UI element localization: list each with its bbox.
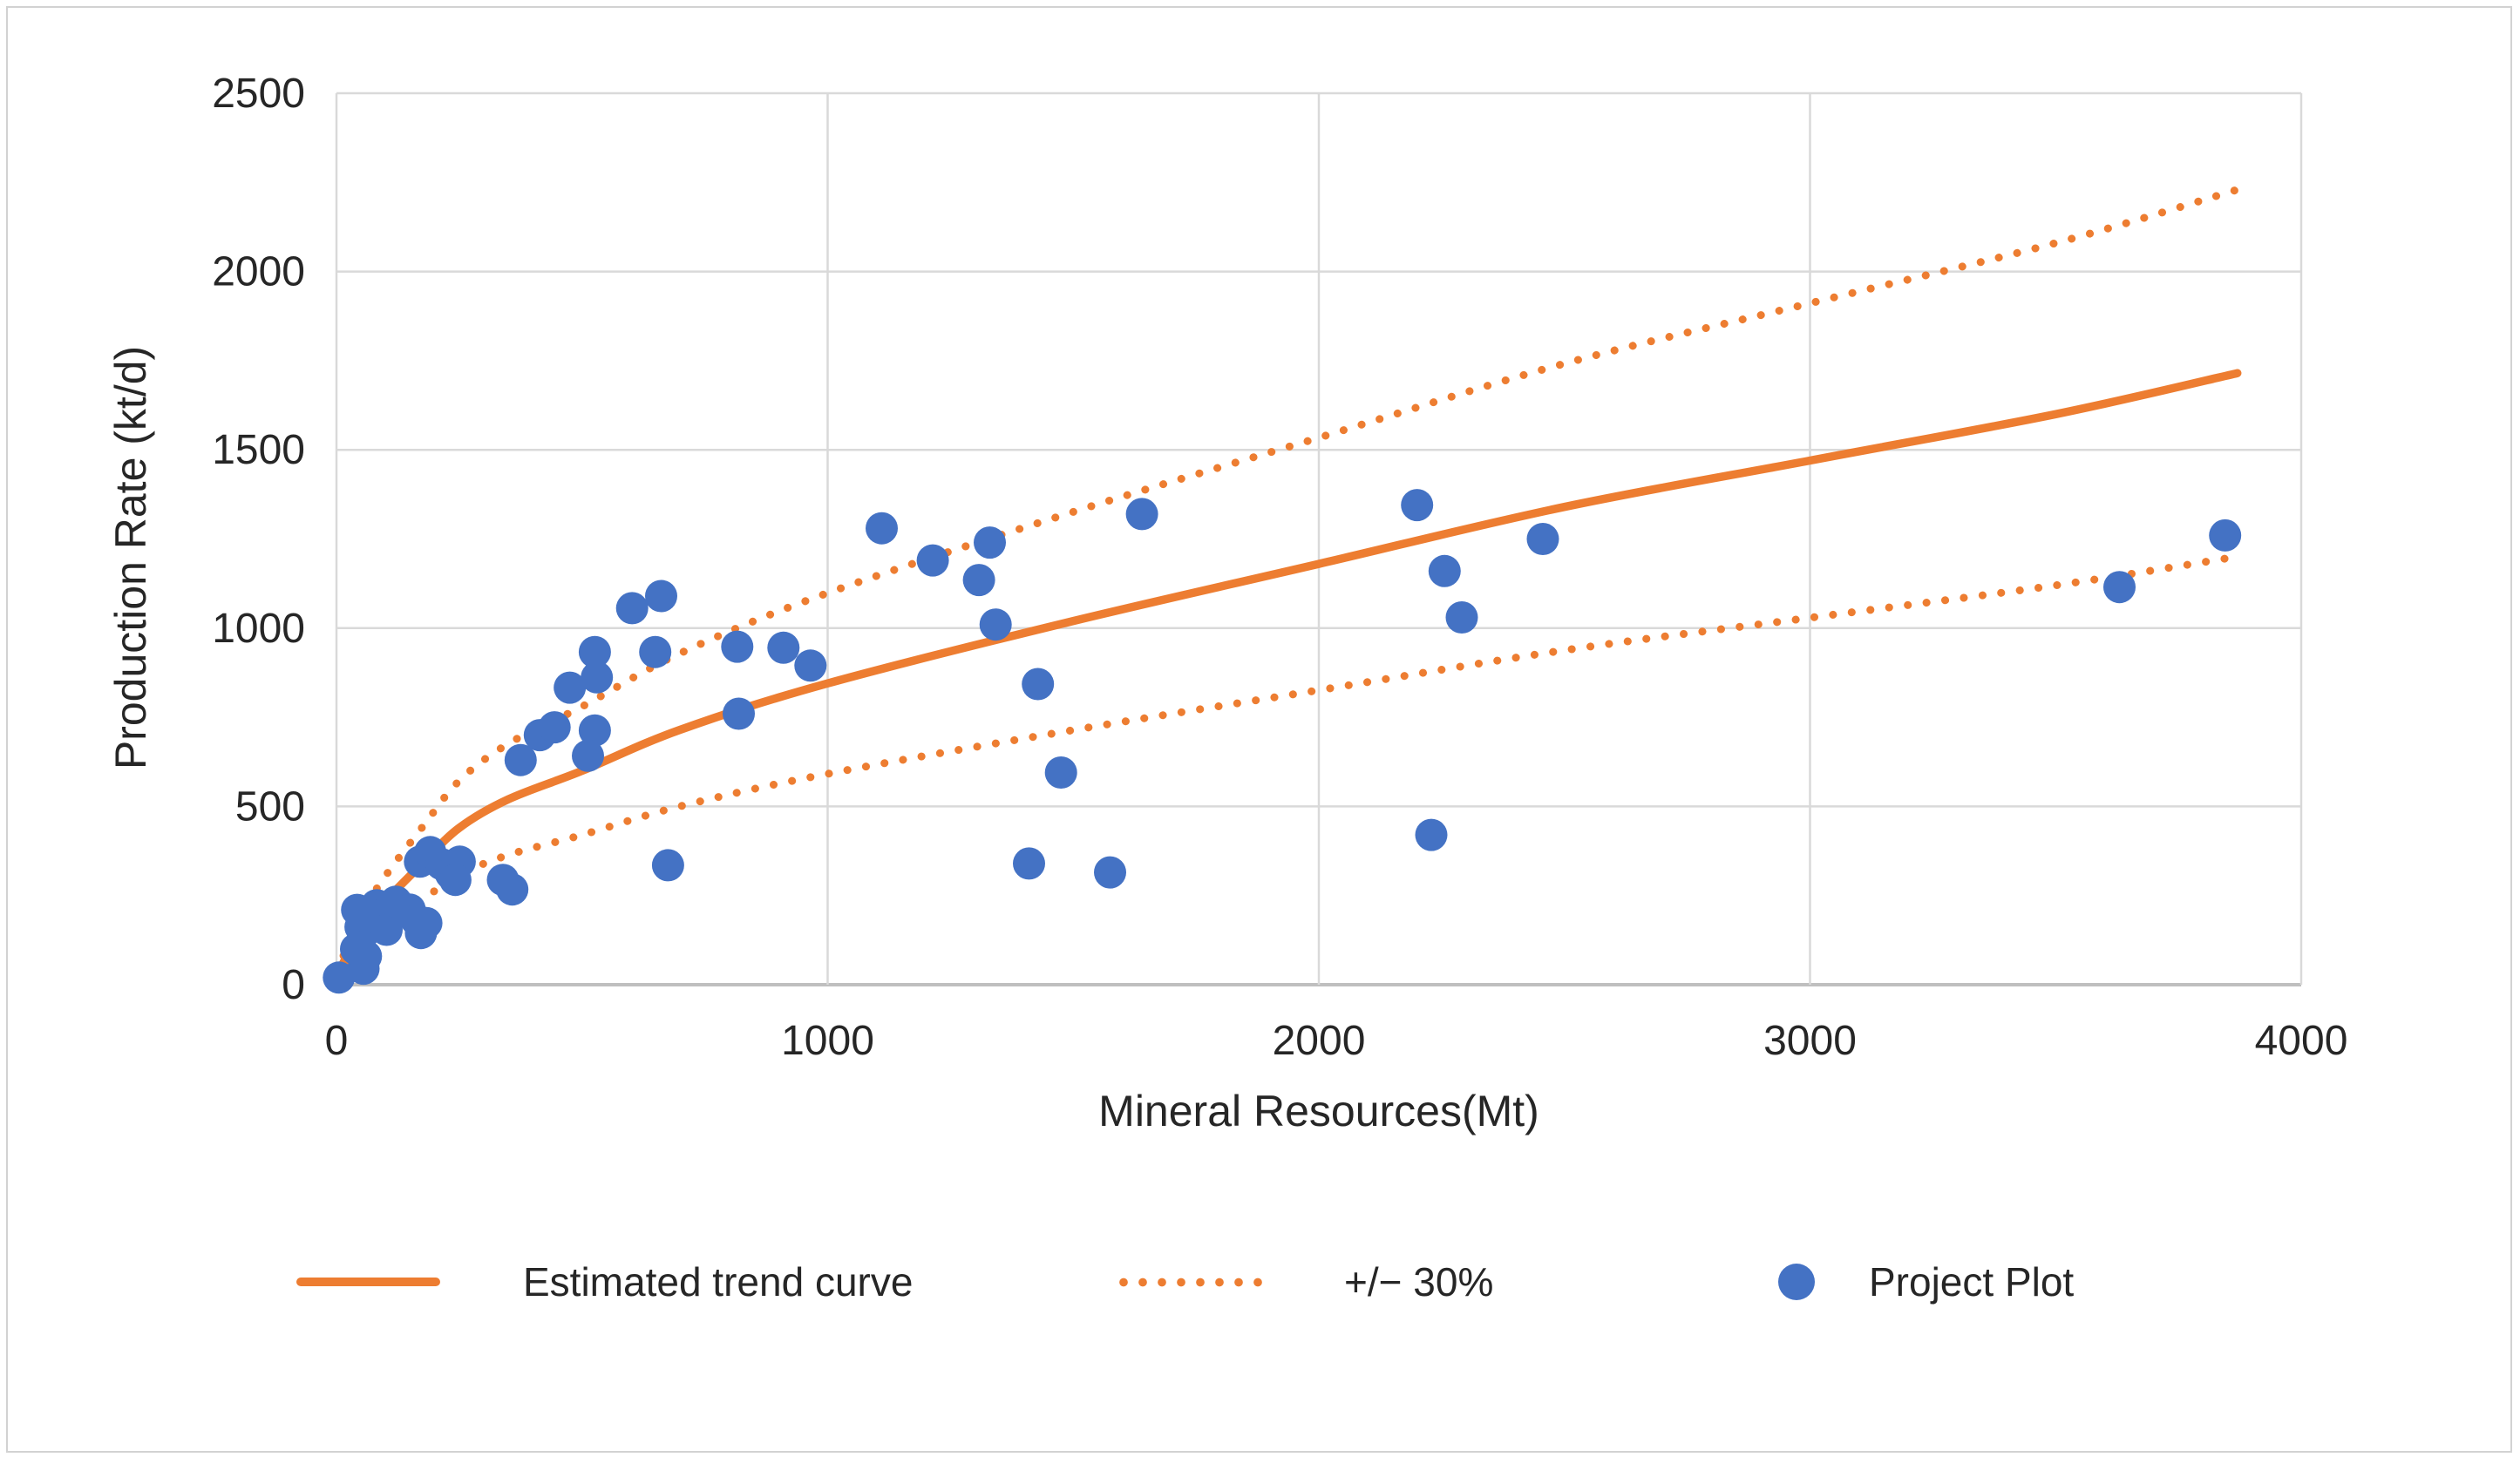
data-point [554, 671, 587, 704]
trend-curve [332, 369, 2242, 980]
band-dotted-swatch-icon [1119, 1277, 1273, 1287]
data-point [504, 743, 537, 776]
data-point [916, 544, 949, 577]
x-tick-label: 4000 [2255, 1018, 2348, 1064]
legend-label-band: +/− 30% [1344, 1259, 1494, 1305]
data-point [1415, 818, 1448, 851]
data-point [794, 649, 827, 682]
y-tick-label: 0 [282, 962, 305, 1008]
data-point [1022, 668, 1055, 701]
legend-item-trend: Estimated trend curve [296, 1251, 913, 1312]
data-point [1428, 554, 1461, 587]
x-tick-label: 2000 [1273, 1018, 1366, 1064]
x-tick-label: 3000 [1763, 1018, 1857, 1064]
y-tick-label: 1500 [212, 427, 305, 473]
y-tick-label: 500 [235, 783, 305, 830]
x-axis-title: Mineral Resources(Mt) [1098, 1087, 1539, 1135]
data-point [496, 873, 529, 906]
data-point [2103, 571, 2136, 604]
data-point [639, 635, 672, 668]
data-point [538, 711, 571, 744]
data-point [645, 580, 677, 613]
data-point [323, 961, 356, 994]
data-point [438, 864, 472, 897]
y-tick-label: 2000 [212, 249, 305, 295]
data-point [651, 849, 684, 882]
upper-band-curve [332, 186, 2242, 978]
data-point [974, 526, 1006, 559]
legend-label-trend: Estimated trend curve [523, 1259, 914, 1305]
data-point [767, 631, 800, 664]
data-point [2209, 518, 2242, 552]
data-point [410, 906, 443, 939]
figure-border [6, 6, 2512, 1453]
trend-line-swatch-icon [296, 1278, 440, 1286]
data-point [1094, 856, 1126, 889]
y-tick-label: 2500 [212, 71, 305, 117]
data-point [578, 714, 611, 747]
data-point [1445, 601, 1478, 634]
data-point [370, 913, 403, 946]
data-point [1401, 489, 1434, 522]
data-point [615, 592, 649, 625]
y-axis-title: Production Rate (kt/d) [106, 345, 155, 770]
x-tick-label: 1000 [781, 1018, 874, 1064]
data-point [581, 661, 614, 694]
legend-label-points: Project Plot [1869, 1259, 2075, 1305]
legend-item-points: Project Plot [1778, 1251, 2074, 1312]
scatter-point-swatch-icon [1778, 1264, 1815, 1300]
data-point [723, 697, 755, 730]
data-point [1526, 523, 1559, 555]
x-tick-label: 0 [325, 1018, 349, 1064]
data-point [962, 564, 995, 597]
data-point [572, 739, 604, 772]
data-point [866, 512, 898, 545]
lower-band-curve [332, 552, 2242, 983]
y-tick-label: 1000 [212, 606, 305, 652]
data-point [721, 630, 754, 663]
data-point [979, 608, 1012, 641]
data-point [1125, 498, 1158, 531]
legend-item-band: +/− 30% [1119, 1251, 1493, 1312]
data-point [1044, 756, 1077, 789]
legend: Estimated trend curve +/− 30% Project Pl… [0, 1251, 2520, 1312]
data-point [1013, 847, 1045, 880]
data-point [578, 635, 611, 668]
